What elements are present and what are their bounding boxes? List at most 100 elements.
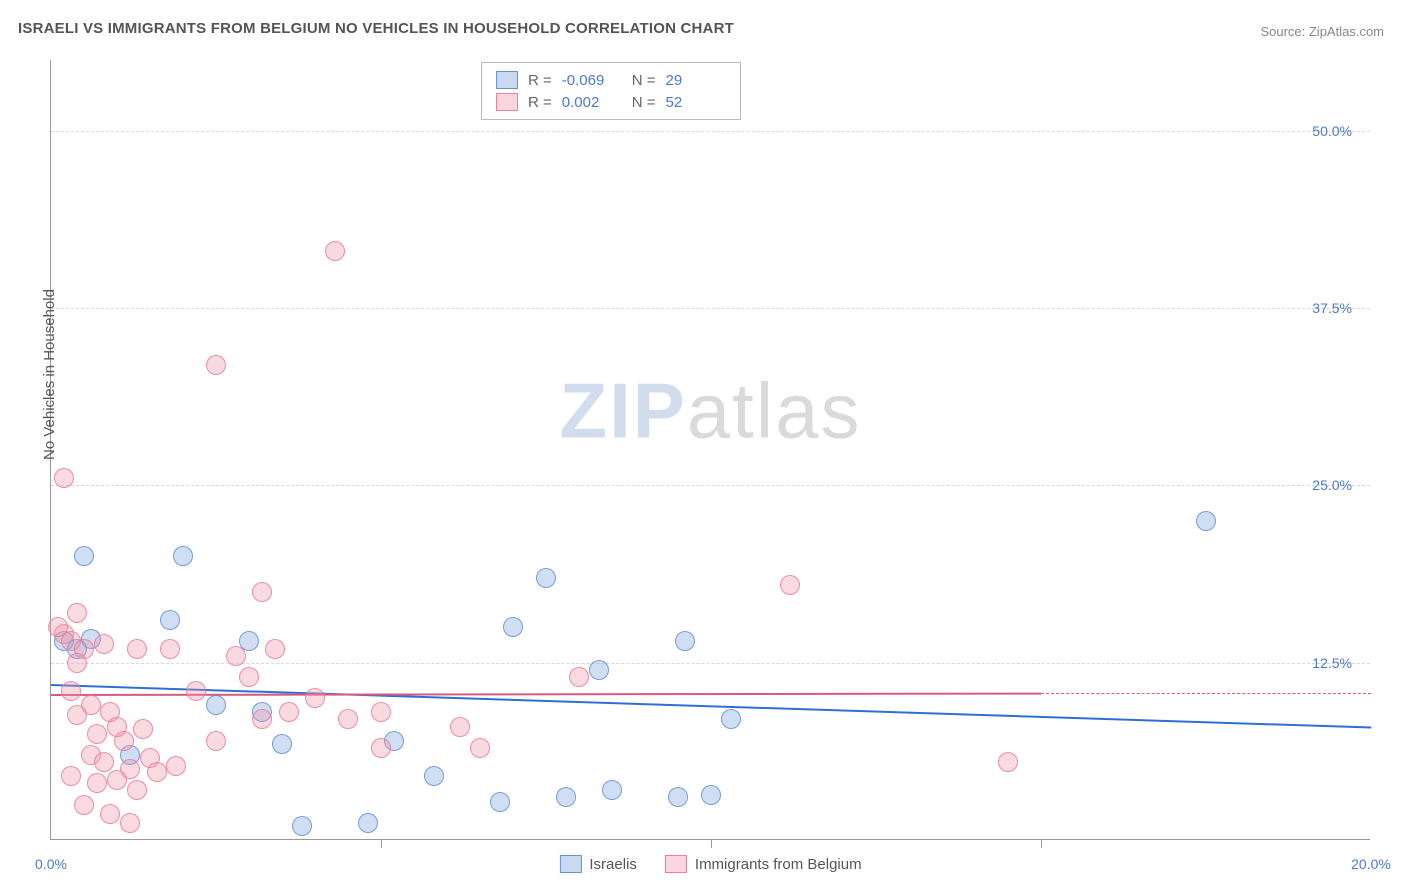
regression-line: [1041, 693, 1371, 694]
data-point: [252, 709, 272, 729]
correlation-stats-box: R = -0.069 N = 29 R = 0.002 N = 52: [481, 62, 741, 120]
x-tick-mark: [711, 840, 712, 848]
data-point: [94, 634, 114, 654]
legend-label-2: Immigrants from Belgium: [695, 856, 862, 873]
data-point: [147, 762, 167, 782]
y-tick-label: 12.5%: [1312, 655, 1352, 671]
n-label: N =: [632, 94, 656, 111]
y-tick-label: 50.0%: [1312, 123, 1352, 139]
data-point: [450, 717, 470, 737]
legend-label-1: Israelis: [589, 856, 637, 873]
r-value-1: -0.069: [562, 72, 622, 89]
data-point: [675, 631, 695, 651]
legend-item-israelis: Israelis: [559, 855, 637, 873]
data-point: [424, 766, 444, 786]
data-point: [94, 752, 114, 772]
data-point: [780, 575, 800, 595]
data-point: [160, 610, 180, 630]
y-tick-label: 25.0%: [1312, 477, 1352, 493]
data-point: [371, 702, 391, 722]
data-point: [292, 816, 312, 836]
data-point: [107, 770, 127, 790]
data-point: [127, 639, 147, 659]
regression-line: [51, 684, 1371, 729]
data-point: [120, 813, 140, 833]
data-point: [998, 752, 1018, 772]
y-tick-label: 37.5%: [1312, 300, 1352, 316]
x-tick-mark: [1041, 840, 1042, 848]
data-point: [61, 681, 81, 701]
legend-swatch-blue: [559, 855, 581, 873]
data-point: [305, 688, 325, 708]
data-point: [721, 709, 741, 729]
data-point: [358, 813, 378, 833]
gridline-horizontal: [51, 485, 1370, 486]
data-point: [160, 639, 180, 659]
data-point: [1196, 511, 1216, 531]
data-point: [701, 785, 721, 805]
x-tick-mark: [381, 840, 382, 848]
data-point: [54, 468, 74, 488]
data-point: [67, 603, 87, 623]
legend: Israelis Immigrants from Belgium: [559, 855, 861, 873]
watermark-part2: atlas: [687, 366, 862, 454]
gridline-horizontal: [51, 131, 1370, 132]
source-attribution: Source: ZipAtlas.com: [1260, 24, 1384, 39]
scatter-plot-area: No Vehicles in Household ZIPatlas R = -0…: [50, 60, 1370, 840]
data-point: [127, 780, 147, 800]
data-point: [74, 546, 94, 566]
legend-swatch-pink: [665, 855, 687, 873]
data-point: [272, 734, 292, 754]
swatch-blue: [496, 71, 518, 89]
y-axis-label: No Vehicles in Household: [41, 289, 58, 460]
data-point: [87, 724, 107, 744]
data-point: [503, 617, 523, 637]
data-point: [100, 804, 120, 824]
r-value-2: 0.002: [562, 94, 622, 111]
n-value-1: 29: [666, 72, 726, 89]
data-point: [602, 780, 622, 800]
data-point: [206, 695, 226, 715]
n-label: N =: [632, 72, 656, 89]
data-point: [536, 568, 556, 588]
data-point: [589, 660, 609, 680]
data-point: [252, 582, 272, 602]
data-point: [133, 719, 153, 739]
x-tick-label: 20.0%: [1351, 856, 1391, 872]
data-point: [74, 795, 94, 815]
x-tick-label: 0.0%: [35, 856, 67, 872]
legend-item-belgium: Immigrants from Belgium: [665, 855, 862, 873]
gridline-horizontal: [51, 663, 1370, 664]
data-point: [206, 355, 226, 375]
r-label: R =: [528, 94, 552, 111]
gridline-horizontal: [51, 308, 1370, 309]
data-point: [173, 546, 193, 566]
data-point: [166, 756, 186, 776]
stats-row-israelis: R = -0.069 N = 29: [496, 69, 726, 91]
data-point: [470, 738, 490, 758]
data-point: [226, 646, 246, 666]
stats-row-belgium: R = 0.002 N = 52: [496, 91, 726, 113]
data-point: [556, 787, 576, 807]
data-point: [67, 705, 87, 725]
data-point: [239, 667, 259, 687]
data-point: [668, 787, 688, 807]
watermark-part1: ZIP: [559, 366, 686, 454]
data-point: [114, 731, 134, 751]
chart-title: ISRAELI VS IMMIGRANTS FROM BELGIUM NO VE…: [18, 20, 734, 37]
r-label: R =: [528, 72, 552, 89]
swatch-pink: [496, 93, 518, 111]
data-point: [61, 766, 81, 786]
data-point: [371, 738, 391, 758]
data-point: [186, 681, 206, 701]
data-point: [67, 653, 87, 673]
data-point: [569, 667, 589, 687]
data-point: [325, 241, 345, 261]
data-point: [265, 639, 285, 659]
watermark: ZIPatlas: [559, 365, 861, 456]
n-value-2: 52: [666, 94, 726, 111]
data-point: [490, 792, 510, 812]
data-point: [206, 731, 226, 751]
data-point: [87, 773, 107, 793]
data-point: [338, 709, 358, 729]
